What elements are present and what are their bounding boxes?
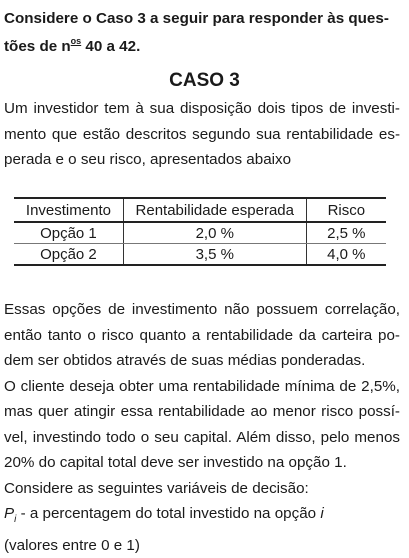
conditions-line: Essas opções de investimento não possuem… [4, 297, 400, 323]
variable-symbol: P [4, 505, 14, 522]
conditions-line: dem ser obtidos através de suas médias p… [4, 348, 400, 374]
cell-investimento: Opção 1 [14, 222, 123, 244]
header-risco: Risco [306, 198, 386, 222]
cell-risco: 2,5 % [306, 222, 386, 244]
description-line: mento que estão descritos segundo sua re… [4, 122, 400, 148]
intro-line-1: Considere o Caso 3 a seguir para respond… [4, 10, 389, 27]
description-line: Um investidor tem à sua disposição dois … [4, 96, 400, 122]
intro-line-2-superscript: os [71, 36, 82, 46]
table-header-row: Investimento Rentabilidade esperada Risc… [14, 198, 386, 222]
variable-range-note: (valores entre 0 e 1) [4, 533, 400, 558]
cell-risco: 4,0 % [306, 244, 386, 266]
conditions-line: 20% do capital total deve ser investido … [4, 450, 400, 476]
intro-line-2-prefix: tões de n [4, 38, 71, 55]
intro-line-2-suffix: 40 a 42. [81, 38, 140, 55]
variable-index: i [320, 505, 323, 522]
cell-rentabilidade: 2,0 % [123, 222, 306, 244]
header-rentabilidade: Rentabilidade esperada [123, 198, 306, 222]
variable-description: - a percentagem do total investido na op… [16, 505, 320, 522]
conditions-line: então tanto o risco quanto a rentabilida… [4, 323, 400, 349]
intro-instruction: Considere o Caso 3 a seguir para respond… [4, 7, 400, 58]
conditions-line: O cliente deseja obter uma rentabilidade… [4, 374, 400, 400]
cell-investimento: Opção 2 [14, 244, 123, 266]
case-description: Um investidor tem à sua disposição dois … [4, 96, 400, 173]
conditions-line: mas quer atingir essa rentabilidade ao m… [4, 399, 400, 425]
variable-definition: Pi - a percentagem do total investido na… [4, 501, 400, 533]
table-row: Opção 1 2,0 % 2,5 % [14, 222, 386, 244]
table-row: Opção 2 3,5 % 4,0 % [14, 244, 386, 266]
case-conditions: Essas opções de investimento não possuem… [4, 297, 400, 558]
cell-rentabilidade: 3,5 % [123, 244, 306, 266]
description-line: perada e o seu risco, apresentados abaix… [4, 147, 400, 173]
investment-table: Investimento Rentabilidade esperada Risc… [14, 197, 386, 266]
conditions-line: vel, investindo todo o seu capital. Além… [4, 425, 400, 451]
header-investimento: Investimento [14, 198, 123, 222]
case-title: CASO 3 [0, 70, 409, 92]
conditions-line: Considere as seguintes variáveis de deci… [4, 476, 400, 502]
